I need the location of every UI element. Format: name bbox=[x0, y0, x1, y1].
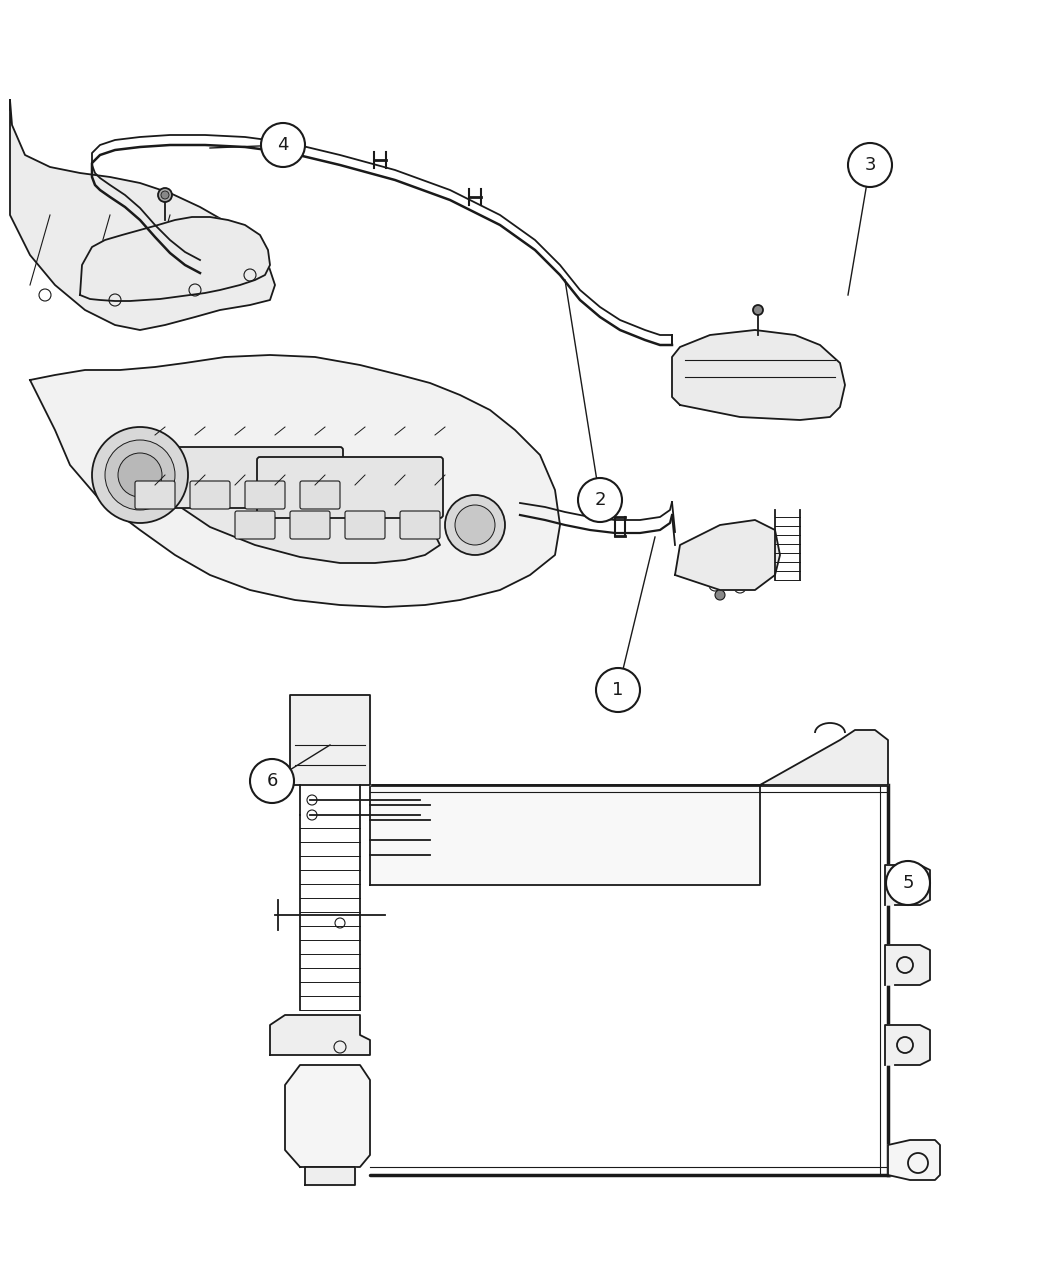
Circle shape bbox=[455, 505, 495, 544]
FancyBboxPatch shape bbox=[245, 481, 285, 509]
Text: 5: 5 bbox=[902, 873, 913, 892]
Polygon shape bbox=[30, 354, 560, 607]
Polygon shape bbox=[888, 1140, 940, 1179]
FancyBboxPatch shape bbox=[290, 511, 330, 539]
Polygon shape bbox=[285, 1065, 370, 1167]
Circle shape bbox=[250, 759, 294, 803]
Polygon shape bbox=[290, 695, 370, 785]
Circle shape bbox=[848, 143, 892, 187]
Circle shape bbox=[445, 495, 505, 555]
Polygon shape bbox=[145, 463, 440, 564]
Polygon shape bbox=[885, 1025, 930, 1065]
FancyBboxPatch shape bbox=[300, 481, 340, 509]
Circle shape bbox=[596, 668, 640, 711]
Circle shape bbox=[161, 191, 169, 199]
Circle shape bbox=[261, 122, 304, 167]
Polygon shape bbox=[10, 99, 275, 330]
Text: 6: 6 bbox=[267, 771, 277, 790]
Text: 4: 4 bbox=[277, 136, 289, 154]
Polygon shape bbox=[672, 330, 845, 419]
FancyBboxPatch shape bbox=[257, 456, 443, 518]
Text: 1: 1 bbox=[612, 681, 624, 699]
Polygon shape bbox=[675, 520, 780, 590]
Circle shape bbox=[578, 478, 622, 521]
Polygon shape bbox=[270, 1015, 370, 1054]
Circle shape bbox=[753, 305, 763, 315]
Polygon shape bbox=[885, 945, 930, 986]
FancyBboxPatch shape bbox=[135, 481, 175, 509]
Polygon shape bbox=[760, 731, 888, 785]
Circle shape bbox=[118, 453, 162, 497]
Polygon shape bbox=[885, 864, 930, 905]
Circle shape bbox=[886, 861, 930, 905]
Polygon shape bbox=[370, 785, 760, 885]
FancyBboxPatch shape bbox=[345, 511, 385, 539]
Circle shape bbox=[105, 440, 175, 510]
Text: 3: 3 bbox=[864, 156, 876, 173]
FancyBboxPatch shape bbox=[190, 481, 230, 509]
FancyBboxPatch shape bbox=[400, 511, 440, 539]
FancyBboxPatch shape bbox=[158, 448, 343, 507]
Circle shape bbox=[715, 590, 724, 601]
Polygon shape bbox=[304, 1167, 355, 1184]
FancyBboxPatch shape bbox=[235, 511, 275, 539]
Polygon shape bbox=[80, 217, 270, 301]
Circle shape bbox=[92, 427, 188, 523]
Circle shape bbox=[158, 187, 172, 201]
Text: 2: 2 bbox=[594, 491, 606, 509]
